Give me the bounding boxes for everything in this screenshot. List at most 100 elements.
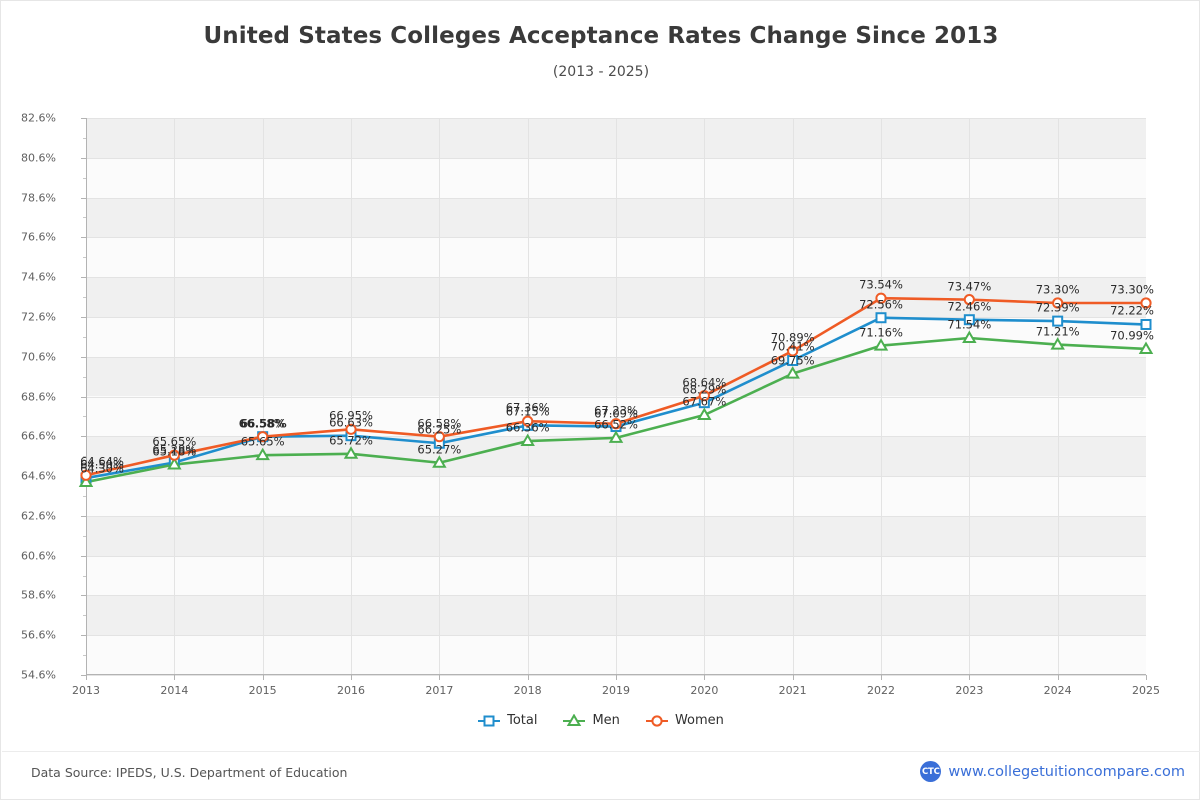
data-point-marker: [343, 446, 359, 459]
y-axis-tick-label: 82.6%: [21, 111, 56, 125]
data-point-marker: [167, 457, 182, 470]
data-label-total-2020: 68.29%: [682, 382, 727, 397]
y-axis-minor-tick: [83, 257, 86, 259]
data-label-women-2023: 73.47%: [947, 279, 992, 294]
y-axis-tick-mark: [81, 675, 86, 676]
x-axis-tick-mark: [527, 675, 529, 680]
gridline-vertical: [174, 118, 176, 675]
data-point-marker: [698, 390, 710, 402]
data-point-marker: [1140, 318, 1152, 330]
gridline-vertical: [881, 118, 882, 675]
plot-area: 54.6% 56.6% 58.6% 60.6% 62.6% 64.6% 66.6% 68.6%…: [21, 112, 1160, 698]
data-point-marker: [1050, 337, 1065, 350]
y-axis-minor-tick: [83, 416, 86, 418]
brand-link[interactable]: CTC www.collegetuitioncompare.com: [920, 761, 1185, 782]
x-axis-tick-mark: [174, 675, 176, 680]
x-axis-tick-mark: [86, 675, 87, 680]
data-label-total-2025: 72.22%: [1110, 303, 1154, 318]
data-label-men-2020: 67.67%: [682, 394, 727, 409]
data-point-marker: [1052, 297, 1064, 309]
x-axis-tick-mark: [439, 675, 441, 680]
series-line-total: [84, 316, 1148, 480]
y-axis-tick-label: 64.6%: [21, 469, 56, 483]
data-source-text: Data Source: IPEDS, U.S. Department of E…: [31, 765, 348, 780]
y-axis-tick-label: 76.6%: [21, 230, 56, 244]
y-axis-minor-tick: [83, 535, 86, 537]
data-point-marker: [610, 418, 622, 430]
data-label-women-2013: 64.64%: [80, 454, 124, 469]
legend-label: Total: [507, 713, 538, 728]
x-axis-tick-label: 2022: [867, 684, 895, 697]
y-axis-tick-label: 56.6%: [21, 628, 56, 642]
data-label-total-2017: 66.25%: [417, 422, 462, 437]
data-label-total-2013: 64.50%: [80, 457, 124, 472]
ctc-logo-icon: CTC: [920, 761, 942, 782]
y-axis-tick-mark: [81, 237, 86, 239]
y-axis-tick-label: 62.6%: [21, 509, 56, 523]
data-label-men-2022: 71.16%: [859, 325, 903, 340]
y-axis-minor-tick: [83, 336, 86, 338]
data-label-total-2024: 72.39%: [1035, 300, 1080, 315]
data-label-women-2019: 67.23%: [594, 403, 638, 418]
x-axis-tick-label: 2024: [1043, 684, 1072, 697]
data-label-men-2014: 65.18%: [152, 444, 197, 459]
y-axis-tick-mark: [81, 356, 86, 358]
data-point-marker: [787, 345, 799, 357]
legend-item-total[interactable]: Total: [478, 713, 537, 728]
data-label-total-2021: 70.41%: [770, 339, 815, 354]
data-point-marker: [962, 330, 977, 344]
data-point-marker: [522, 415, 534, 427]
data-label-men-2023: 71.54%: [947, 317, 992, 332]
y-axis-tick-mark: [81, 316, 86, 318]
y-axis-tick-mark: [81, 157, 86, 159]
series-lines: [78, 292, 1154, 488]
legend-item-women[interactable]: Women: [645, 713, 724, 728]
data-point-marker: [785, 366, 800, 379]
legend-item-men[interactable]: Men: [563, 713, 620, 728]
x-axis-tick-mark: [1146, 675, 1147, 680]
circle-marker-icon: [645, 714, 668, 727]
data-point-marker: [1140, 297, 1152, 309]
data-point-marker: [345, 423, 357, 435]
y-axis-tick-label: 68.6%: [21, 390, 56, 403]
y-axis-minor-tick: [83, 376, 86, 378]
chart-legend: Total Men Women: [1, 713, 1200, 728]
x-axis-tick-label: 2015: [248, 684, 277, 697]
y-axis-minor-tick: [83, 456, 86, 458]
data-label-men-2017: 65.27%: [417, 442, 462, 457]
data-label-women-2024: 73.30%: [1035, 282, 1080, 297]
y-axis-tick-mark: [81, 396, 86, 398]
square-marker-icon: [478, 715, 501, 726]
x-axis-tick-label: 2023: [955, 684, 984, 697]
legend-label: Women: [674, 713, 724, 728]
data-point-marker: [255, 447, 270, 461]
y-axis-tick-mark: [81, 277, 86, 279]
y-axis-minor-tick: [83, 137, 86, 139]
x-axis-tick-label: 2013: [72, 684, 100, 697]
x-axis-tick-mark: [351, 675, 352, 680]
chart-title: United States Colleges Acceptance Rates …: [203, 23, 999, 49]
y-axis-tick-mark: [81, 118, 86, 119]
y-axis-tick-label: 54.6%: [21, 668, 56, 682]
y-axis-tick-mark: [81, 197, 86, 199]
y-axis-tick-label: 74.6%: [21, 270, 56, 284]
data-label-total-2018: 67.15%: [505, 404, 550, 419]
data-label-men-2021: 69.75%: [770, 353, 815, 368]
data-point-marker: [432, 455, 447, 468]
y-axis-minor-tick: [83, 217, 86, 219]
y-axis-tick-label: 58.6%: [21, 588, 56, 602]
data-label-men-2025: 70.99%: [1110, 328, 1154, 343]
gridline-vertical: [616, 118, 617, 675]
data-label-women-2017: 66.58%: [417, 416, 462, 431]
x-axis-tick-mark: [969, 675, 971, 680]
x-axis-tick-mark: [704, 675, 706, 680]
x-axis-tick-label: 2014: [160, 684, 189, 697]
y-axis-minor-tick: [83, 615, 86, 617]
gridline-vertical: [527, 118, 529, 675]
data-point-marker: [1138, 341, 1154, 354]
y-axis-tick-mark: [81, 436, 86, 438]
data-point-marker: [168, 449, 180, 461]
y-axis-tick-label: 78.6%: [21, 191, 56, 205]
y-axis-tick-mark: [81, 515, 86, 517]
